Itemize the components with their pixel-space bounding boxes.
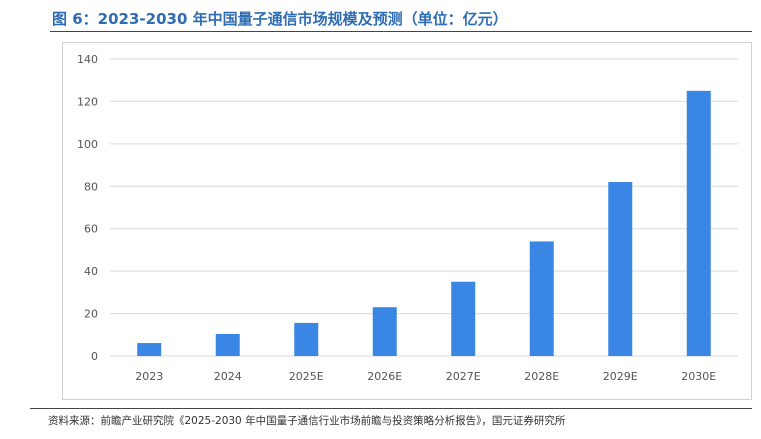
y-tick-label: 20 <box>84 308 98 321</box>
source-note: 资料来源：前瞻产业研究院《2025-2030 年中国量子通信行业市场前瞻与投资策… <box>48 415 566 427</box>
y-tick-label: 40 <box>84 265 98 278</box>
x-tick-label: 2028E <box>524 370 559 383</box>
bar <box>608 182 633 356</box>
x-tick-label: 2026E <box>367 370 402 383</box>
bar <box>686 90 711 357</box>
x-tick-label: 2024 <box>214 370 242 383</box>
x-tick-label: 2027E <box>446 370 481 383</box>
x-tick-label: 2029E <box>603 370 638 383</box>
bar <box>451 281 476 356</box>
y-tick-label: 140 <box>77 53 98 66</box>
bar <box>529 241 554 356</box>
source-divider <box>30 408 752 409</box>
y-tick-label: 0 <box>91 350 98 363</box>
title-divider <box>50 31 752 32</box>
figure-title: 图 6：2023-2030 年中国量子通信市场规模及预测（单位：亿元） <box>52 10 508 28</box>
bar <box>215 333 240 356</box>
y-tick-label: 100 <box>77 138 98 151</box>
bar <box>137 343 162 356</box>
x-tick-label: 2023 <box>135 370 163 383</box>
x-tick-label: 2025E <box>289 370 324 383</box>
x-tick-label: 2030E <box>681 370 716 383</box>
y-tick-label: 80 <box>84 180 98 193</box>
chart-frame <box>62 42 752 400</box>
y-tick-label: 120 <box>77 95 98 108</box>
bar <box>294 322 319 356</box>
y-tick-label: 60 <box>84 223 98 236</box>
bar <box>372 307 397 356</box>
